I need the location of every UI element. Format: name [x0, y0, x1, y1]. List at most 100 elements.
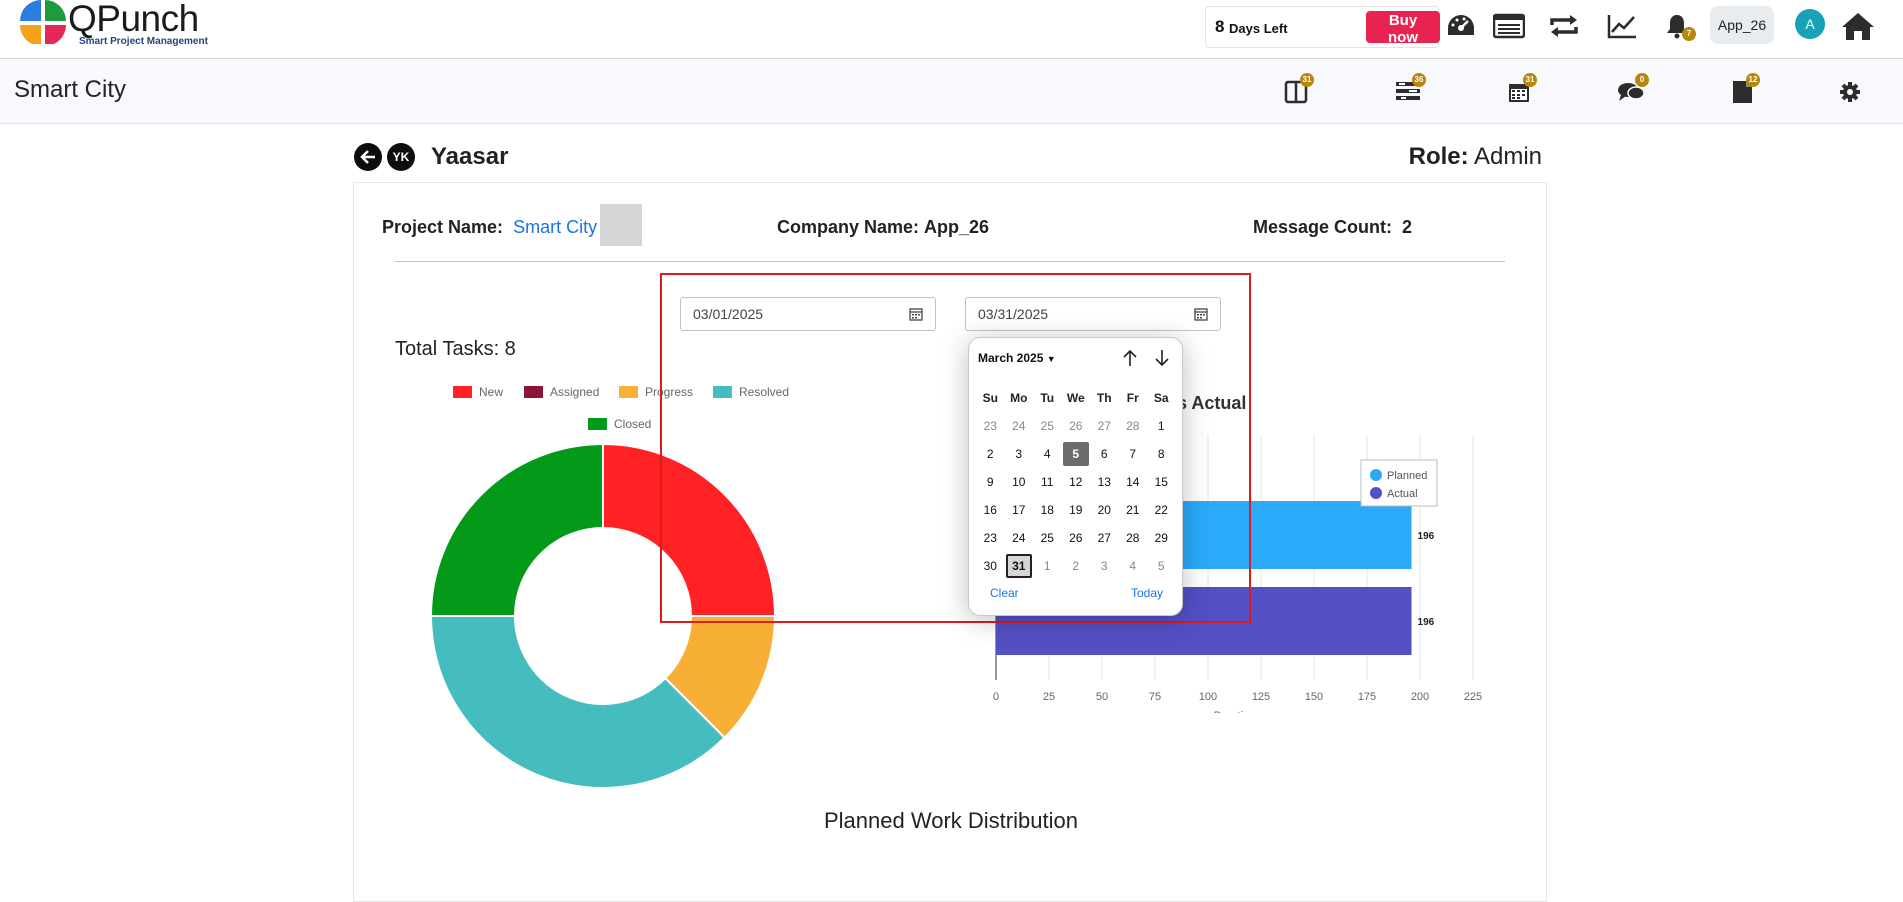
dashboard-icon[interactable] [1443, 8, 1479, 44]
app-switcher[interactable]: App_26 [1710, 6, 1774, 44]
board-icon[interactable]: 31 [1279, 73, 1314, 108]
calendar-day[interactable]: 27 [1097, 419, 1111, 433]
tasks-icon[interactable]: 36 [1391, 73, 1426, 108]
legend-item-resolved[interactable]: Resolved [713, 385, 789, 399]
calendar-day[interactable]: 1 [1157, 419, 1165, 433]
donut-slice-closed[interactable] [430, 443, 604, 617]
project-bar: Smart City 31 36 31 0 12 [0, 60, 1903, 124]
calendar-badge: 31 [1523, 73, 1537, 87]
calendar-day[interactable]: 30 [983, 559, 997, 573]
donut-slice-resolved[interactable] [430, 615, 727, 789]
calendar-day[interactable]: 24 [1012, 531, 1026, 545]
calendar-picker-icon[interactable] [909, 307, 923, 321]
x-tick-label: 200 [1411, 691, 1429, 703]
calendar-day[interactable]: 14 [1126, 475, 1140, 489]
calendar-day[interactable]: 23 [983, 531, 997, 545]
calendar-day[interactable]: 2 [986, 447, 994, 461]
brand-logo[interactable]: QPunch Smart Project Management [20, 0, 220, 50]
calendar-day[interactable]: 26 [1069, 419, 1083, 433]
legend-label: Planned [1387, 470, 1427, 482]
x-tick-label: 100 [1199, 691, 1217, 703]
calendar-day[interactable]: 22 [1154, 503, 1168, 517]
calendar-day[interactable]: 3 [1015, 447, 1023, 461]
project-thumbnail [600, 204, 642, 246]
calendar-day[interactable]: 21 [1126, 503, 1140, 517]
legend-item-new[interactable]: New [453, 385, 503, 399]
calendar-day[interactable]: 8 [1157, 447, 1165, 461]
weekday-label: Mo [1010, 391, 1028, 405]
calendar-day[interactable]: 20 [1097, 503, 1111, 517]
calendar-day[interactable]: 5 [1062, 442, 1089, 466]
calendar-day[interactable]: 16 [983, 503, 997, 517]
calendar-day[interactable]: 28 [1126, 531, 1140, 545]
legend-item-progress[interactable]: Progress [619, 385, 693, 399]
calendar-day[interactable]: 31 [1005, 554, 1032, 578]
repeat-icon[interactable] [1546, 8, 1582, 44]
bell-icon[interactable]: 7 [1659, 8, 1696, 44]
project-title: Smart City [14, 76, 127, 103]
legend-dot [1370, 469, 1382, 481]
calendar-day[interactable]: 4 [1043, 447, 1051, 461]
user-avatar[interactable]: A [1795, 9, 1825, 39]
settings-icon[interactable] [1833, 76, 1867, 108]
clear-button[interactable]: Clear [990, 586, 1019, 600]
legend-item-assigned[interactable]: Assigned [524, 385, 599, 399]
calendar-day[interactable]: 12 [1069, 475, 1083, 489]
calendar-picker-icon[interactable] [1194, 307, 1208, 321]
calendar-icon[interactable]: 31 [1502, 73, 1537, 108]
divider [395, 261, 1505, 262]
x-tick-label: 50 [1096, 691, 1108, 703]
donut-slice-new[interactable] [602, 443, 776, 617]
project-name-link[interactable]: Smart City [513, 217, 598, 237]
calendar-day[interactable]: 10 [1012, 475, 1026, 489]
home-icon[interactable] [1840, 8, 1876, 44]
date-picker-popup: March 2025 ▼ Su Mo Tu We Th Fr Sa 23 24 25 26 27 28 1… [968, 337, 1183, 616]
today-button[interactable]: Today [1131, 586, 1164, 600]
legend-item-closed[interactable]: Closed [588, 417, 651, 431]
calendar-day[interactable]: 9 [986, 475, 994, 489]
calendar-day[interactable]: 4 [1129, 559, 1137, 573]
calendar-day[interactable]: 13 [1097, 475, 1111, 489]
legend-label: Resolved [739, 385, 790, 399]
document-icon[interactable]: 12 [1725, 73, 1760, 108]
calendar-day[interactable]: 26 [1069, 531, 1083, 545]
start-date-input[interactable]: 03/01/2025 [680, 297, 936, 331]
calendar-week-row: 16 17 18 19 20 21 22 [976, 496, 1176, 524]
weekday-header-row: Su Mo Tu We Th Fr Sa [976, 384, 1176, 412]
arrow-left-icon [360, 150, 375, 164]
next-month-button[interactable] [1151, 348, 1173, 368]
calendar-day[interactable]: 25 [1040, 419, 1054, 433]
calendar-day[interactable]: 11 [1041, 475, 1054, 489]
trend-icon[interactable] [1604, 8, 1640, 44]
legend-swatch [713, 386, 732, 398]
calendar-day[interactable]: 29 [1154, 531, 1168, 545]
calendar-day[interactable]: 25 [1040, 531, 1054, 545]
legend-label: Actual [1387, 488, 1418, 500]
calendar-day[interactable]: 28 [1126, 419, 1140, 433]
calendar-day[interactable]: 15 [1154, 475, 1168, 489]
legend-dot [1370, 487, 1382, 499]
list-icon[interactable] [1491, 8, 1527, 44]
calendar-day[interactable]: 1 [1043, 559, 1051, 573]
calendar-day[interactable]: 23 [983, 419, 997, 433]
previous-month-button[interactable] [1119, 348, 1141, 368]
status-donut-chart [430, 443, 776, 789]
calendar-day[interactable]: 5 [1157, 559, 1165, 573]
calendar-day[interactable]: 19 [1069, 503, 1083, 517]
top-header: QPunch Smart Project Management 8 Days L… [0, 0, 1903, 59]
buy-now-button[interactable]: Buy now [1366, 11, 1440, 46]
calendar-day[interactable]: 7 [1129, 447, 1137, 461]
calendar-day[interactable]: 27 [1097, 531, 1111, 545]
back-button[interactable] [354, 143, 382, 171]
calendar-day[interactable]: 18 [1040, 503, 1054, 517]
calendar-day[interactable]: 6 [1100, 447, 1108, 461]
end-date-input[interactable]: 03/31/2025 [965, 297, 1221, 331]
month-selector[interactable]: March 2025 ▼ [978, 351, 1056, 365]
weekday-label: We [1066, 391, 1085, 405]
calendar-day[interactable]: 3 [1100, 559, 1108, 573]
chat-icon[interactable]: 0 [1614, 73, 1649, 108]
calendar-day[interactable]: 17 [1012, 503, 1026, 517]
calendar-day[interactable]: 24 [1012, 419, 1026, 433]
calendar-day[interactable]: 2 [1072, 559, 1080, 573]
